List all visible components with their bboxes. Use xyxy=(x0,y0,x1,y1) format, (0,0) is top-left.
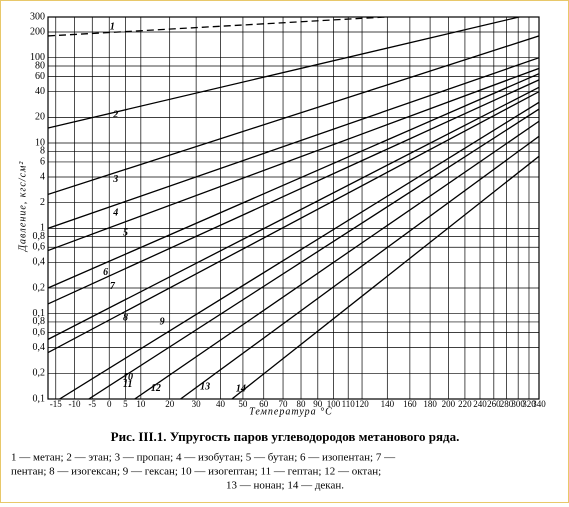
series-label: 8 xyxy=(123,313,128,324)
y-tick-label: 0,2 xyxy=(33,368,46,379)
series-line xyxy=(48,73,539,289)
series-line xyxy=(59,101,539,399)
x-tick-label: 300 xyxy=(511,399,525,409)
y-tick-label: 4 xyxy=(40,171,45,182)
legend-line: 13 — нонан; 14 — декан. xyxy=(226,480,344,492)
series-label: 11 xyxy=(123,379,132,390)
x-tick-label: 90 xyxy=(313,399,323,409)
series-label: 13 xyxy=(200,381,210,392)
x-axis-title: Температура °С xyxy=(249,406,333,417)
x-tick-label: -10 xyxy=(68,399,80,409)
x-tick-label: 80 xyxy=(297,399,307,409)
y-tick-label: 0,4 xyxy=(33,257,46,268)
x-tick-label: 10 xyxy=(136,399,146,409)
series-line xyxy=(48,35,539,196)
y-tick-label: 0,1 xyxy=(33,308,46,319)
y-tick-label: 0,2 xyxy=(33,282,46,293)
series-label: 10 xyxy=(123,372,133,383)
x-tick-label: 0 xyxy=(107,399,112,409)
series-line xyxy=(48,91,539,354)
series-label: 6 xyxy=(103,267,108,278)
x-tick-label: 200 xyxy=(442,399,456,409)
legend-line: пентан; 8 — изогексан; 9 — гексан; 10 — … xyxy=(11,466,381,478)
y-tick-label: 1 xyxy=(40,223,45,234)
y-tick-label: 6 xyxy=(40,156,45,167)
x-tick-label: 260 xyxy=(487,399,501,409)
y-tick-label: 0,6 xyxy=(33,327,46,338)
caption: Рис. III.1. Упругость паров углеводородо… xyxy=(111,429,460,444)
x-tick-label: 240 xyxy=(473,399,487,409)
series-label: 5 xyxy=(123,228,128,239)
series-label: 14 xyxy=(236,383,246,394)
y-axis-title: Давление, кгс/см² xyxy=(17,161,28,253)
series-label: 7 xyxy=(110,281,116,292)
x-tick-label: 70 xyxy=(279,399,289,409)
y-tick-label: 200 xyxy=(30,26,45,37)
x-tick-label: 100 xyxy=(327,399,341,409)
x-tick-label: 220 xyxy=(458,399,472,409)
series-label: 3 xyxy=(112,174,118,185)
x-tick-label: -5 xyxy=(89,399,97,409)
y-tick-label: 300 xyxy=(30,11,45,22)
x-tick-label: 120 xyxy=(355,399,369,409)
series-label: 4 xyxy=(112,208,118,219)
x-tick-label: 60 xyxy=(259,399,269,409)
series-label: 12 xyxy=(151,383,161,394)
x-tick-label: 5 xyxy=(123,399,128,409)
y-tick-label: 0,8 xyxy=(33,231,46,242)
y-tick-label: 60 xyxy=(35,71,45,82)
x-tick-label: 340 xyxy=(532,399,546,409)
series-line xyxy=(48,86,539,340)
x-tick-label: 30 xyxy=(192,399,202,409)
y-tick-label: 0,8 xyxy=(33,316,46,327)
x-tick-label: -15 xyxy=(50,399,62,409)
y-tick-label: 0,6 xyxy=(33,242,46,253)
legend-line: 1 — метан; 2 — этан; 3 — пропан; 4 — изо… xyxy=(11,452,396,464)
y-tick-label: 80 xyxy=(35,60,45,71)
series-line xyxy=(48,57,539,229)
y-tick-label: 40 xyxy=(35,86,45,97)
series-line xyxy=(48,17,522,129)
x-tick-label: 40 xyxy=(216,399,226,409)
x-tick-label: 160 xyxy=(403,399,417,409)
x-tick-label: 280 xyxy=(500,399,514,409)
plot-frame xyxy=(47,16,540,400)
y-tick-label: 8 xyxy=(40,146,45,157)
series-label: 2 xyxy=(112,110,118,121)
x-tick-label: 50 xyxy=(238,399,248,409)
x-tick-label: 320 xyxy=(522,399,536,409)
series-label: 9 xyxy=(160,316,165,327)
series-label: 1 xyxy=(110,22,115,33)
series-line xyxy=(48,79,539,305)
series-line xyxy=(88,108,539,399)
y-tick-label: 20 xyxy=(35,112,45,123)
x-tick-label: 110 xyxy=(342,399,356,409)
series-line xyxy=(134,120,539,399)
x-tick-label: 140 xyxy=(381,399,395,409)
y-tick-label: 100 xyxy=(30,52,45,63)
x-tick-label: 180 xyxy=(423,399,437,409)
series-line xyxy=(231,155,539,399)
series-line xyxy=(180,135,539,399)
y-tick-label: 2 xyxy=(40,197,45,208)
y-tick-label: 0,1 xyxy=(33,393,46,404)
series-line xyxy=(48,67,539,252)
x-tick-label: 20 xyxy=(165,399,175,409)
y-tick-label: 10 xyxy=(35,137,45,148)
y-tick-label: 0,4 xyxy=(33,342,46,353)
